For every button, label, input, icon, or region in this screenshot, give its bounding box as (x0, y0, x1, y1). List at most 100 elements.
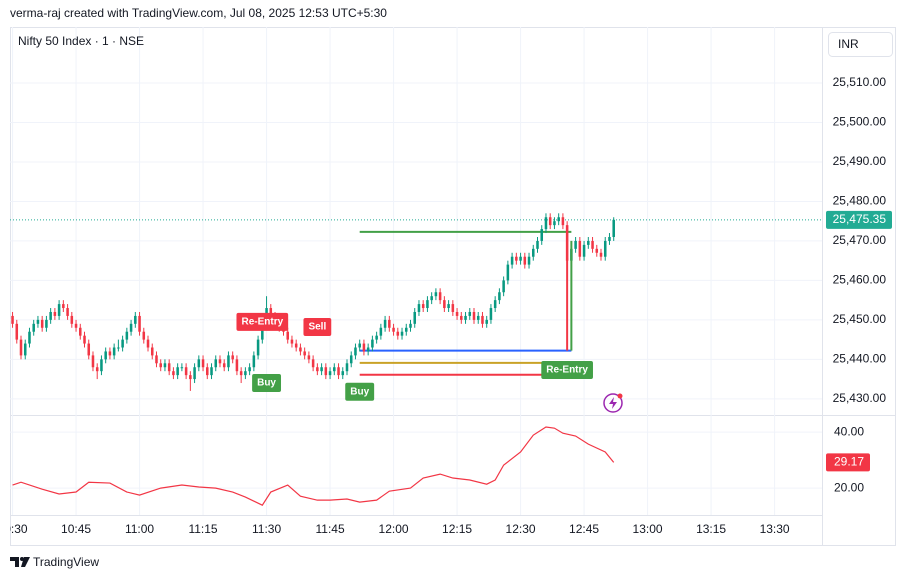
signal-tag: Sell (303, 317, 332, 336)
candle-body (62, 304, 65, 309)
price-axis: 25,430.00 25,440.00 25,450.00 25,460.00 25,4… (826, 75, 892, 494)
candle-body (112, 347, 116, 356)
candle-body (599, 252, 603, 257)
signal-tag: Buy (252, 374, 282, 393)
candle-body (79, 327, 82, 336)
candle-body (138, 315, 141, 332)
candle-body (66, 308, 69, 316)
candle-body (239, 371, 243, 376)
candle-body (379, 327, 383, 336)
signal-tag-label: Re-Entry (241, 316, 283, 327)
candle-body (180, 367, 184, 369)
candle-body (248, 367, 251, 372)
candle-body (155, 355, 158, 364)
currency[interactable]: INR (838, 37, 859, 51)
x-tick-label: 13:00 (633, 522, 663, 536)
rsi-badge-label: 29.17 (834, 455, 864, 469)
grid (10, 27, 822, 515)
candle-body (201, 359, 205, 368)
x-tick-label: 11:30 (252, 522, 281, 536)
candle-body (409, 323, 412, 328)
candle-body (438, 292, 442, 301)
candle-body (269, 308, 273, 316)
candle-body (142, 331, 146, 340)
candle-body (11, 315, 14, 324)
y-tick-label: 25,470.00 (833, 233, 887, 247)
currency-box[interactable] (828, 32, 893, 57)
candle-body (557, 217, 560, 222)
signal-tag-box (236, 312, 289, 331)
price-badge-label: 25,475.35 (833, 212, 887, 226)
candle-body (129, 323, 133, 332)
signal-tag-label: Buy (350, 386, 369, 397)
candle-body (587, 240, 590, 245)
candle-body (70, 315, 74, 324)
candle-body (320, 367, 323, 372)
candle-body (125, 331, 129, 340)
candle-body (553, 221, 556, 226)
candle-body (544, 217, 548, 230)
candle-body (426, 300, 429, 309)
candle-body (608, 236, 611, 241)
signal-tag-label: Re-Entry (546, 365, 588, 376)
candle-body (582, 244, 586, 257)
rsi-pane (12, 426, 615, 506)
candle-body (104, 351, 107, 360)
candle-body (206, 367, 209, 376)
candle-body (28, 331, 31, 344)
candle-body (95, 367, 99, 372)
candle-body (447, 304, 450, 309)
signal-tag-box (252, 374, 282, 393)
candle-body (362, 343, 366, 352)
candle-body (23, 343, 27, 356)
candle-body (210, 367, 213, 376)
candle-body (565, 225, 569, 261)
candle-body (91, 355, 95, 368)
x-tick-label: 11:00 (125, 522, 154, 536)
candle-body (49, 311, 52, 320)
candle-body (464, 315, 467, 320)
candle-body (392, 327, 395, 332)
candle-body (235, 359, 239, 372)
candle-body (523, 256, 527, 265)
candle-body (417, 304, 421, 312)
candle-body (366, 347, 370, 352)
candle-body (167, 363, 171, 372)
candle-body (231, 355, 234, 360)
signal-tag-box (541, 361, 593, 380)
candle-body (176, 367, 179, 376)
candle-body (396, 331, 400, 336)
candle-body (163, 363, 167, 368)
candle-body (100, 359, 103, 372)
candle-body (371, 339, 374, 348)
candle-body (506, 264, 510, 281)
x-tick-label: 13:15 (696, 522, 726, 536)
candle-body (45, 319, 48, 328)
candle-body (172, 371, 175, 376)
candle-body (150, 347, 154, 356)
candle-body (214, 359, 218, 368)
candle-body (485, 319, 488, 324)
candle-body (83, 335, 86, 344)
candle-body (430, 296, 433, 301)
x-tick-label: 12:15 (442, 522, 472, 536)
candle-body (358, 343, 361, 348)
candle-body (222, 363, 226, 368)
candle-body (40, 319, 44, 328)
candle-body (227, 355, 230, 368)
candle-body (354, 347, 357, 356)
tradingview-logo (10, 557, 30, 567)
candle-body (316, 367, 319, 372)
candle-body (184, 367, 188, 376)
candle-body (591, 240, 594, 249)
candle-body (294, 343, 298, 348)
signal-tag-box (345, 382, 375, 401)
candle-body (515, 256, 518, 261)
candle-body (193, 367, 196, 380)
frame (10, 27, 896, 546)
candle-body (74, 323, 78, 328)
candle-body (36, 319, 40, 324)
candle-body (383, 319, 387, 328)
